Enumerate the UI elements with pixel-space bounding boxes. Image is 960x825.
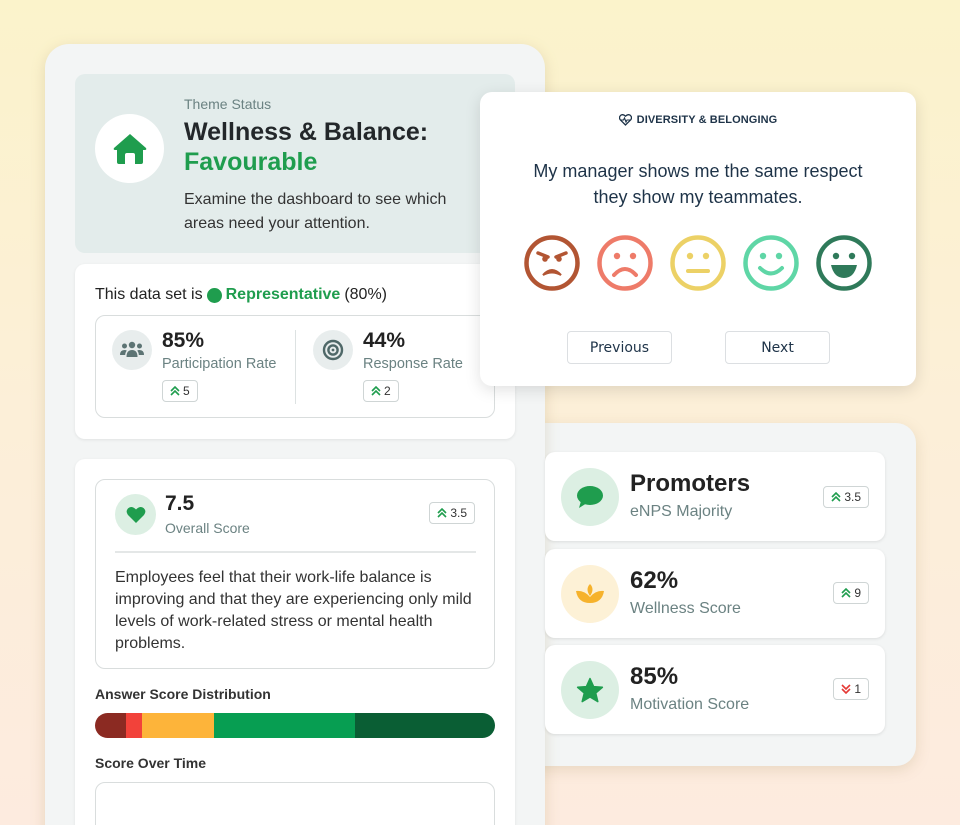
double-chevron-down-icon — [841, 684, 851, 694]
sad-face-icon[interactable] — [596, 234, 654, 292]
kpi-value: 62% — [630, 567, 679, 594]
theme-status-card: Theme Status Wellness & Balance: Favoura… — [75, 74, 515, 253]
double-chevron-up-icon — [831, 492, 841, 502]
kpi-card-wellness: 62% Wellness Score 9 — [545, 549, 885, 638]
theme-status: Favourable — [184, 148, 318, 176]
double-chevron-up-icon — [371, 386, 381, 396]
rates-box: 85% Participation Rate 5 44% Response Ra… — [95, 315, 495, 418]
heart-icon — [115, 494, 156, 535]
home-icon — [95, 114, 164, 183]
score-over-time-chart — [95, 782, 495, 825]
angry-face-icon[interactable] — [523, 234, 581, 292]
change-badge: 1 — [833, 678, 869, 700]
target-icon — [313, 330, 353, 370]
divider — [295, 330, 296, 404]
kpi-value: Promoters — [630, 470, 751, 497]
next-button[interactable]: Next — [725, 331, 830, 364]
participation-value: 85% — [162, 329, 205, 352]
kpi-card-promoters: Promoters eNPS Majority 3.5 — [545, 452, 885, 541]
overall-score-value: 7.5 — [165, 492, 195, 515]
very-happy-face-icon[interactable] — [815, 234, 873, 292]
overall-score-box: 7.5 Overall Score 3.5 Employees feel tha… — [95, 479, 495, 669]
people-icon — [112, 330, 152, 370]
status-dot-icon — [206, 287, 222, 303]
divider — [115, 551, 476, 553]
star-icon — [561, 661, 619, 719]
heart-pulse-icon — [618, 114, 632, 126]
distribution-title: Answer Score Distribution — [95, 686, 271, 702]
kpi-label: Motivation Score — [630, 696, 750, 713]
theme-label: Theme Status — [184, 96, 272, 112]
change-badge: 9 — [833, 582, 869, 604]
theme-panel: Theme Status Wellness & Balance: Favoura… — [45, 44, 545, 825]
response-value: 44% — [363, 329, 406, 352]
lotus-icon — [561, 565, 619, 623]
survey-category: DIVERSITY & BELONGING — [480, 114, 916, 126]
dataset-percent: (80%) — [344, 286, 388, 303]
theme-title: Wellness & Balance: — [184, 118, 429, 146]
response-rate: 44% Response Rate 2 — [297, 328, 487, 408]
survey-question-card: DIVERSITY & BELONGING My manager shows m… — [480, 92, 916, 386]
dataset-representativeness: This data set is Representative (80%) — [95, 286, 387, 304]
change-badge: 3.5 — [823, 486, 869, 508]
rating-faces — [523, 234, 873, 292]
double-chevron-up-icon — [437, 508, 447, 518]
segment-strongly-agree[interactable] — [355, 713, 495, 738]
kpi-label: Wellness Score — [630, 600, 741, 617]
change-badge: 2 — [363, 380, 399, 402]
dataset-status: Representative — [225, 286, 341, 303]
overall-score-label: Overall Score — [165, 520, 250, 536]
segment-neutral[interactable] — [142, 713, 214, 738]
segment-agree[interactable] — [214, 713, 355, 738]
dataset-card: This data set is Representative (80%) 85… — [75, 264, 515, 439]
previous-button[interactable]: Previous — [567, 331, 672, 364]
happy-face-icon[interactable] — [742, 234, 800, 292]
score-over-time-title: Score Over Time — [95, 755, 207, 771]
neutral-face-icon[interactable] — [669, 234, 727, 292]
score-card: 7.5 Overall Score 3.5 Employees feel tha… — [75, 459, 515, 825]
theme-description: Examine the dashboard to see which areas… — [184, 191, 447, 232]
chat-bubble-icon — [561, 468, 619, 526]
participation-label: Participation Rate — [162, 356, 277, 372]
change-badge: 5 — [162, 380, 198, 402]
segment-disagree[interactable] — [126, 713, 142, 738]
change-badge: 3.5 — [429, 502, 475, 524]
kpi-card-motivation: 85% Motivation Score 1 — [545, 645, 885, 734]
survey-question: My manager shows me the same respect the… — [533, 161, 863, 207]
dataset-prefix: This data set is — [95, 286, 203, 303]
participation-rate: 85% Participation Rate 5 — [96, 328, 286, 408]
double-chevron-up-icon — [841, 588, 851, 598]
answer-distribution-bar — [95, 713, 495, 738]
kpi-label: eNPS Majority — [630, 503, 733, 520]
overall-description: Employees feel that their work-life bala… — [115, 569, 472, 652]
kpi-value: 85% — [630, 663, 679, 690]
double-chevron-up-icon — [170, 386, 180, 396]
response-label: Response Rate — [363, 356, 463, 372]
segment-strongly-disagree[interactable] — [95, 713, 126, 738]
